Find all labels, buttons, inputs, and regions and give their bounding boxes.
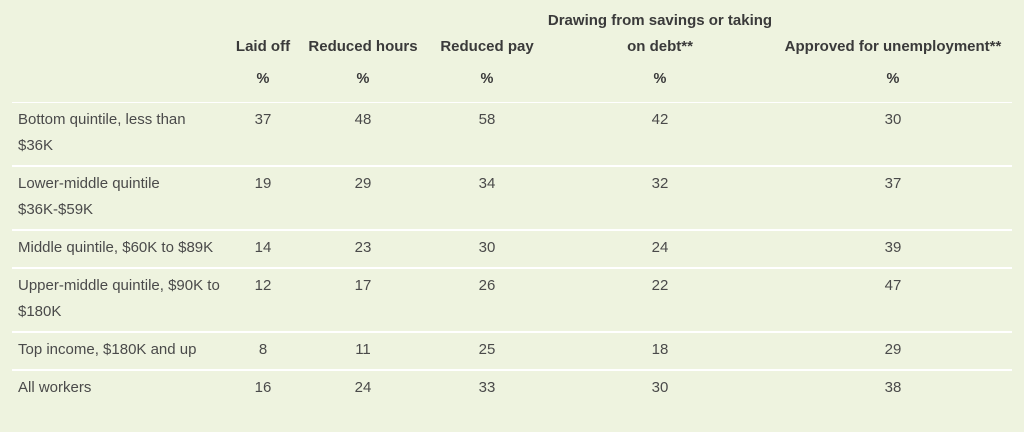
table-cell: 33 [478,379,496,396]
header-drawing-savings: Drawing from savings or taking on debt** [547,12,773,55]
table-row: All workers 16 24 33 30 38 [12,370,1012,407]
table-row: Upper-middle quintile, $90K to $180K 12 … [12,268,1012,333]
header-reduced-hours: Reduced hours [308,38,418,55]
table-cell: 29 [774,332,1012,371]
row-label: Lower-middle quintile $36K-$59K [12,166,228,231]
data-table: Laid off Reduced hours Reduced pay Drawi… [12,0,1012,407]
table-cell: 16 [254,379,272,396]
table-row: Middle quintile, $60K to $89K 14 23 30 2… [12,230,1012,269]
table-cell: 25 [428,332,546,371]
table-cell: 39 [774,230,1012,269]
table-cell: 26 [428,268,546,333]
table-row: Lower-middle quintile $36K-$59K 19 29 34… [12,166,1012,231]
table-cell: 38 [884,379,902,396]
table-cell: 30 [651,379,669,396]
table-cell: 11 [298,332,428,371]
table-cell: 48 [298,102,428,167]
unit-label-cell [12,64,228,103]
header-reduced-pay: Reduced pay [440,38,534,55]
table-cell: 14 [228,230,298,269]
table-cell: 19 [228,166,298,231]
row-label: Bottom quintile, less than $36K [12,102,228,167]
table-cell: 34 [428,166,546,231]
table-cell: 37 [774,166,1012,231]
header-approved-unemployment: Approved for unemployment** [784,38,1002,55]
table-cell: 17 [298,268,428,333]
table-cell: 42 [546,102,774,167]
table-cell: 32 [546,166,774,231]
table-cell: 18 [546,332,774,371]
table-cell: 24 [546,230,774,269]
row-label: Middle quintile, $60K to $89K [12,230,228,269]
row-label: Top income, $180K and up [12,332,228,371]
table-cell: 37 [228,102,298,167]
table-cell: 24 [354,379,372,396]
table-cell: 23 [298,230,428,269]
table-row: Top income, $180K and up 8 11 25 18 29 [12,332,1012,371]
table-cell: 12 [228,268,298,333]
header-laid-off: Laid off [235,38,291,55]
table-cell: 29 [298,166,428,231]
table-row: Bottom quintile, less than $36K 37 48 58… [12,102,1012,167]
unit-cell: % [256,71,270,87]
row-label: All workers [18,379,92,396]
unit-cell: % [480,71,494,87]
unit-cell: % [886,71,900,87]
table-cell: 30 [774,102,1012,167]
header-row: Laid off Reduced hours Reduced pay Drawi… [12,0,1012,64]
table-cell: 22 [546,268,774,333]
unit-cell: % [356,71,370,87]
table-cell: 8 [228,332,298,371]
row-label: Upper-middle quintile, $90K to $180K [12,268,228,333]
table-cell: 47 [774,268,1012,333]
header-row-label [12,0,228,64]
unit-row: % % % % % [12,64,1012,103]
unit-cell: % [653,71,667,87]
table-cell: 58 [428,102,546,167]
table-cell: 30 [428,230,546,269]
